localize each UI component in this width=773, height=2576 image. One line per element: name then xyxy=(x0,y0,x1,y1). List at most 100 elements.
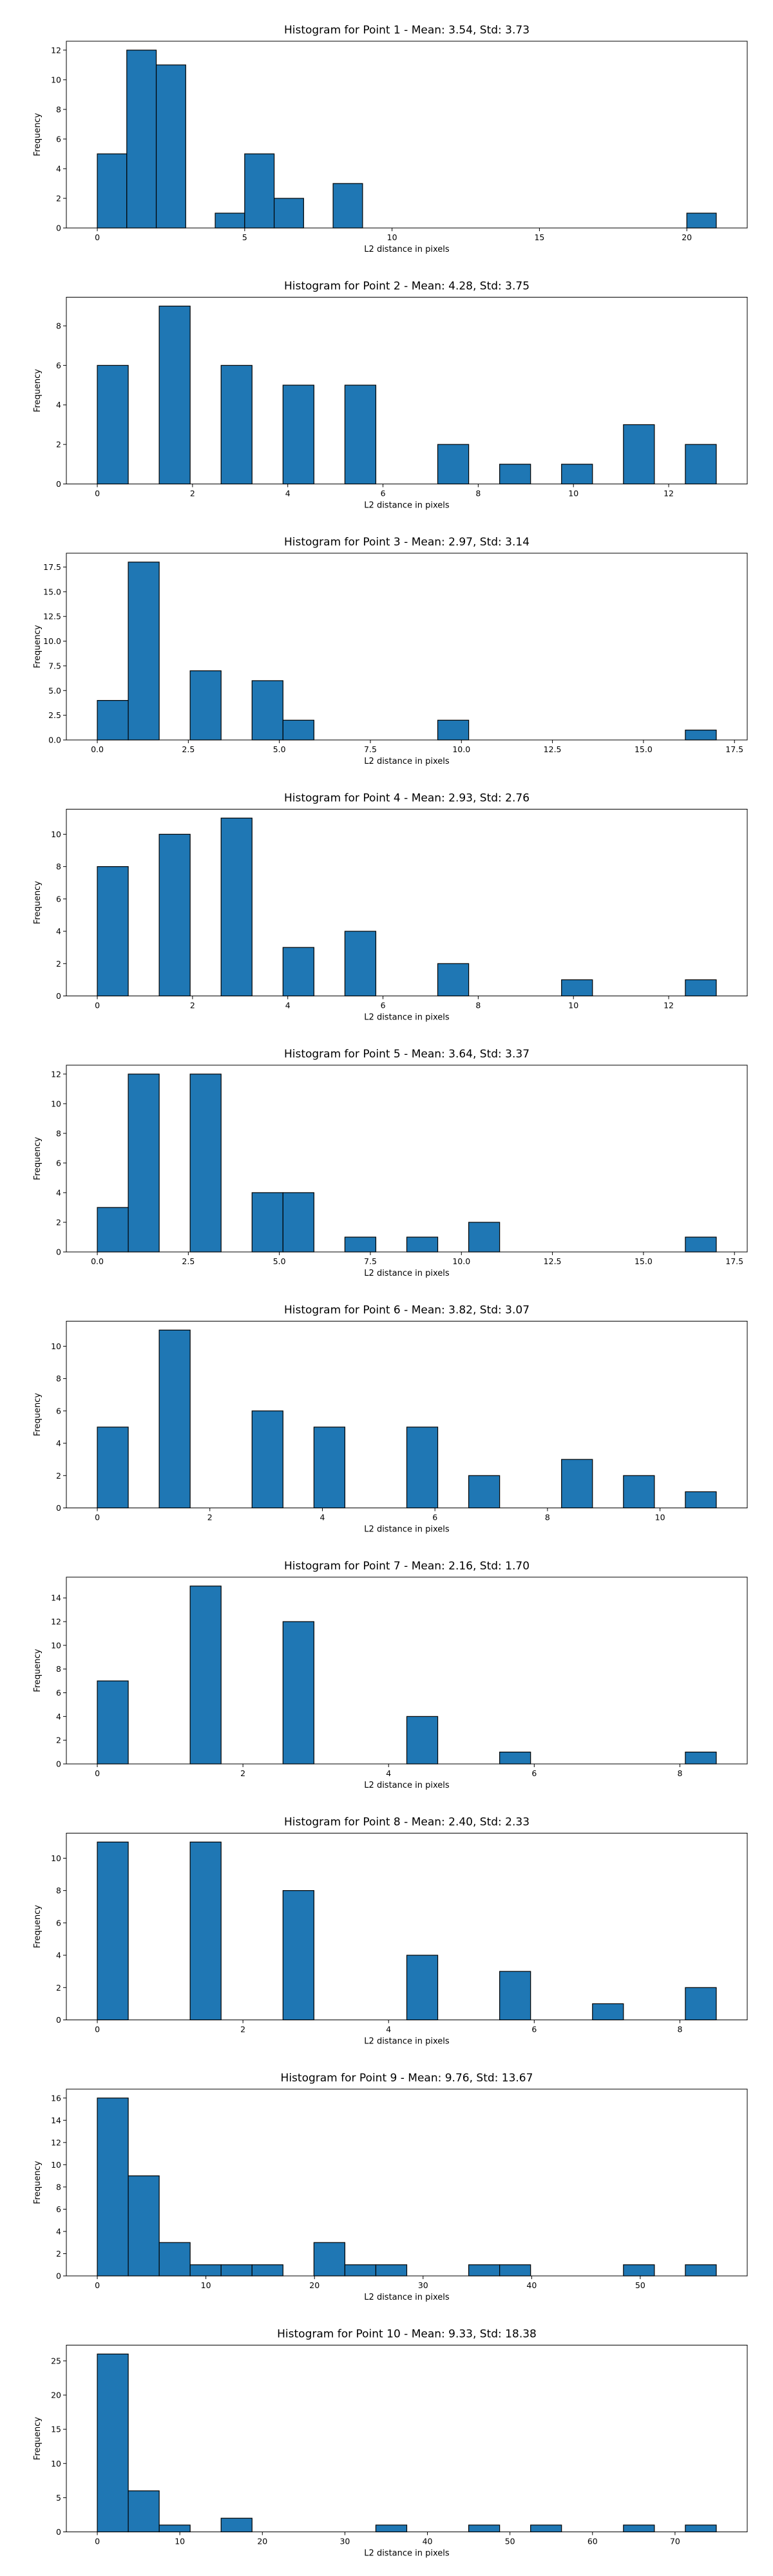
x-tick-label: 12 xyxy=(663,489,674,498)
histogram-bar xyxy=(685,2524,717,2533)
histogram-bar xyxy=(344,1236,377,1253)
histogram-panel-8: Histogram for Point 8 - Mean: 2.40, Std:… xyxy=(33,1816,748,2047)
y-tick-label: 2 xyxy=(56,1983,61,1993)
histogram-bar xyxy=(499,1751,531,1765)
x-tick-label: 10 xyxy=(655,1513,665,1522)
histogram-bar xyxy=(97,2353,129,2533)
x-tick-label: 4 xyxy=(320,1513,325,1522)
x-tick-label: 6 xyxy=(531,2025,537,2034)
chart-title: Histogram for Point 4 - Mean: 2.93, Std:… xyxy=(284,792,530,805)
y-tick-label: 8 xyxy=(56,2182,61,2192)
y-tick-label: 14 xyxy=(51,1593,61,1603)
histogram-bar xyxy=(685,1751,717,1765)
histogram-bar xyxy=(189,2264,222,2277)
x-axis-label: L2 distance in pixels xyxy=(364,1781,450,1790)
x-tick-label: 40 xyxy=(526,2280,537,2290)
x-tick-label: 0.0 xyxy=(91,744,104,754)
histogram-bar xyxy=(623,424,655,485)
y-tick-label: 8 xyxy=(56,862,61,871)
x-tick-label: 7.5 xyxy=(364,1256,377,1266)
histogram-bar xyxy=(97,700,129,741)
y-axis-label: Frequency xyxy=(33,2161,43,2204)
y-tick-label: 10 xyxy=(51,1640,61,1650)
y-axis-label: Frequency xyxy=(33,625,43,668)
histogram-bar xyxy=(282,1192,314,1253)
histogram-bar xyxy=(251,1192,283,1253)
histogram-bar xyxy=(499,464,531,485)
chart-title: Histogram for Point 3 - Mean: 2.97, Std:… xyxy=(284,536,530,549)
y-axis-label: Frequency xyxy=(33,113,43,156)
x-tick-label: 6 xyxy=(381,489,386,498)
y-tick-label: 0 xyxy=(56,479,61,489)
histogram-bar xyxy=(220,817,253,997)
y-tick-label: 6 xyxy=(56,1158,61,1168)
y-tick-label: 2 xyxy=(56,959,61,969)
y-tick-label: 12 xyxy=(51,1069,61,1079)
axes-frame xyxy=(66,2345,748,2532)
y-tick-label: 8 xyxy=(56,321,61,330)
x-tick-label: 6 xyxy=(531,1768,537,1778)
y-tick-label: 10 xyxy=(51,75,61,84)
x-tick-label: 20 xyxy=(309,2280,320,2290)
chart-title: Histogram for Point 8 - Mean: 2.40, Std:… xyxy=(284,1816,530,1829)
chart-title: Histogram for Point 6 - Mean: 3.82, Std:… xyxy=(284,1304,530,1317)
histogram-bar xyxy=(406,1236,439,1253)
histogram-bar xyxy=(623,1475,655,1509)
x-tick-label: 10 xyxy=(568,1001,578,1010)
x-tick-label: 2 xyxy=(207,1513,213,1522)
axes-frame xyxy=(66,1065,748,1253)
histogram-bar xyxy=(189,1586,222,1765)
y-axis-label: Frequency xyxy=(33,1905,43,1948)
y-tick-label: 2 xyxy=(56,440,61,450)
x-tick-label: 0 xyxy=(95,1513,100,1522)
histogram-bar xyxy=(437,963,470,997)
x-tick-label: 60 xyxy=(587,2537,598,2546)
axes-frame xyxy=(66,2088,748,2277)
histogram-panel-9: Histogram for Point 9 - Mean: 9.76, Std:… xyxy=(33,2072,748,2302)
x-tick-label: 2 xyxy=(240,1768,245,1778)
x-tick-label: 4 xyxy=(386,2025,391,2034)
y-tick-label: 10 xyxy=(51,1853,61,1863)
y-tick-label: 7.5 xyxy=(48,661,61,670)
histogram-bar xyxy=(244,153,275,229)
y-tick-label: 4 xyxy=(56,1439,61,1448)
histogram-bar xyxy=(97,1207,129,1253)
histogram-bar xyxy=(437,444,470,485)
y-tick-label: 2 xyxy=(56,2249,61,2259)
histogram-bar xyxy=(686,213,717,229)
x-tick-label: 12.5 xyxy=(544,1256,562,1266)
histogram-bar xyxy=(158,305,191,485)
y-axis-label: Frequency xyxy=(33,1649,43,1692)
axes-frame xyxy=(66,41,748,229)
histogram-bar xyxy=(406,1426,439,1509)
x-tick-label: 2 xyxy=(240,2025,245,2034)
histogram-bar xyxy=(685,1987,717,2021)
x-tick-label: 30 xyxy=(418,2280,428,2290)
x-axis-label: L2 distance in pixels xyxy=(364,1525,450,1535)
histogram-panel-2: Histogram for Point 2 - Mean: 4.28, Std:… xyxy=(33,280,748,511)
x-tick-label: 7.5 xyxy=(364,744,377,754)
axes-frame xyxy=(66,297,748,484)
x-tick-label: 17.5 xyxy=(725,1256,743,1266)
x-tick-label: 10.0 xyxy=(452,1256,470,1266)
histogram-bar xyxy=(313,2242,346,2277)
histogram-bar xyxy=(468,2264,501,2277)
histogram-bar xyxy=(344,2264,377,2277)
y-tick-label: 5.0 xyxy=(48,686,61,696)
histogram-bar xyxy=(499,2264,531,2277)
y-axis-label: Frequency xyxy=(33,1137,43,1180)
histogram-bar xyxy=(97,1680,129,1765)
chart-title: Histogram for Point 5 - Mean: 3.64, Std:… xyxy=(284,1048,530,1061)
histogram-bar xyxy=(468,1222,501,1253)
y-tick-label: 6 xyxy=(56,1918,61,1927)
y-tick-label: 10 xyxy=(51,1341,61,1351)
x-tick-label: 70 xyxy=(670,2537,680,2546)
chart-title: Histogram for Point 1 - Mean: 3.54, Std:… xyxy=(284,24,530,37)
y-tick-label: 4 xyxy=(56,927,61,936)
histogram-bar xyxy=(685,979,717,997)
histogram-bar xyxy=(375,2264,408,2277)
y-tick-label: 6 xyxy=(56,1406,61,1416)
x-tick-label: 8 xyxy=(475,1001,481,1010)
histogram-bar xyxy=(220,2517,253,2533)
